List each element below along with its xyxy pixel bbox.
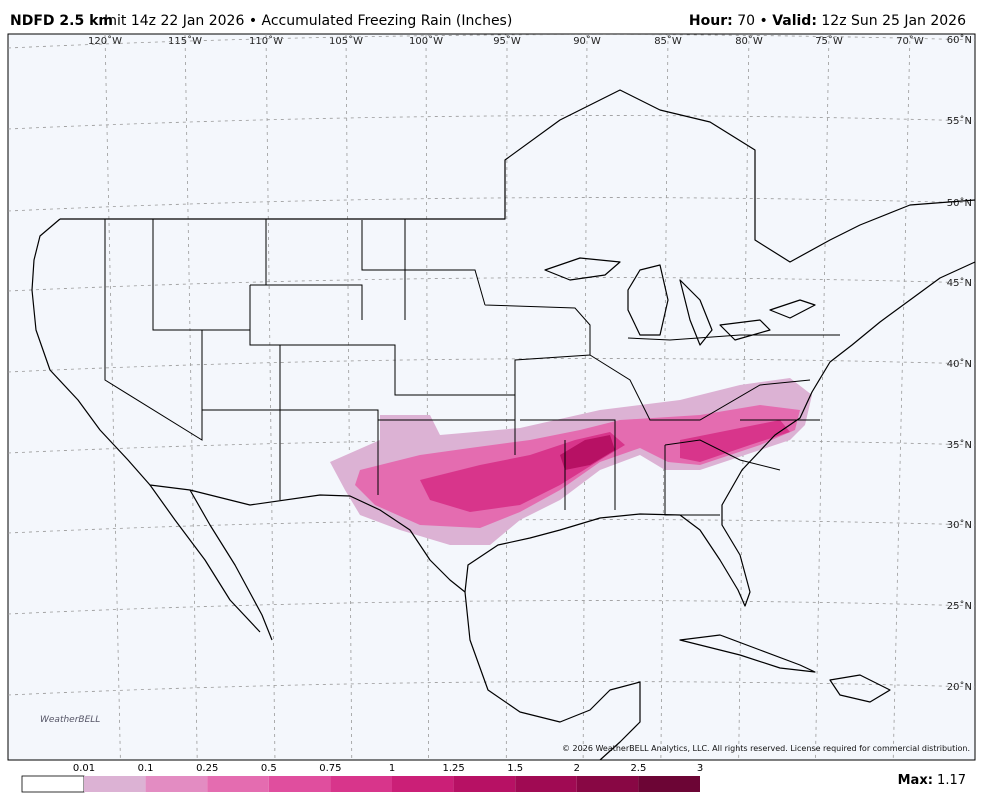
parallel — [7, 34, 976, 49]
separator: • — [759, 13, 767, 29]
colorbar-segment — [21, 775, 85, 793]
lon-label: 90˚W — [573, 35, 601, 47]
colorbar-label: 1 — [389, 763, 395, 774]
meridian — [660, 33, 669, 761]
hour-label: Hour: — [689, 13, 733, 29]
lat-label: 20˚N — [947, 681, 972, 693]
colorbar-label: 1.25 — [442, 763, 464, 774]
coastlines-borders — [31, 89, 976, 761]
meridian — [738, 33, 750, 761]
meridian — [425, 33, 429, 761]
lat-label: 35˚N — [947, 439, 972, 451]
colorbar-label: 0.01 — [73, 763, 95, 774]
parallel — [7, 681, 976, 696]
lon-label: 75˚W — [815, 35, 843, 47]
copyright: © 2026 WeatherBELL Analytics, LLC. All r… — [562, 744, 970, 753]
colorbar-segment — [392, 776, 454, 792]
colorbar-segment — [145, 776, 208, 792]
parallel — [7, 358, 976, 373]
colorbar-label: 2 — [574, 763, 580, 774]
meridian — [345, 33, 353, 761]
lon-label: 95˚W — [493, 35, 521, 47]
max-number: 1.17 — [937, 773, 966, 788]
lon-label: 80˚W — [735, 35, 763, 47]
lon-label: 105˚W — [329, 35, 363, 47]
parallel — [7, 439, 976, 454]
lon-label: 110˚W — [249, 35, 283, 47]
lat-label: 50˚N — [947, 197, 972, 209]
graticule: 120˚W 115˚W 110˚W 105˚W 100˚W 95˚W 90˚W 85˚W 80˚… — [7, 33, 976, 761]
model-name: NDFD 2.5 km — [10, 13, 113, 29]
parallel — [7, 115, 976, 130]
colorbar-label: 0.1 — [138, 763, 154, 774]
colorbar: 0.01 0.1 0.25 0.5 0.75 1 1.25 1.5 2 2.5 3 — [21, 763, 703, 793]
lon-label: 100˚W — [409, 35, 443, 47]
hour-value: 70 — [737, 13, 755, 29]
colorbar-label: 0.75 — [319, 763, 341, 774]
parallel — [7, 519, 976, 534]
colorbar-segment — [268, 776, 331, 792]
colorbar-segment — [453, 776, 516, 792]
colorbar-segment — [576, 776, 639, 792]
lon-label: 85˚W — [654, 35, 682, 47]
meridian — [104, 33, 121, 761]
lat-label: 55˚N — [947, 115, 972, 127]
colorbar-segment — [84, 776, 146, 792]
colorbar-segment — [330, 776, 392, 792]
colorbar-label: 3 — [697, 763, 703, 774]
colorbar-label: 0.25 — [196, 763, 218, 774]
colorbar-segment — [515, 776, 577, 792]
lat-label: 40˚N — [947, 358, 972, 370]
max-value: Max: 1.17 — [898, 773, 966, 788]
lon-label: 70˚W — [896, 35, 924, 47]
colorbar-segment — [207, 776, 269, 792]
map-description: Init 14z 22 Jan 2026 • Accumulated Freez… — [104, 13, 512, 29]
meridian — [582, 33, 588, 761]
valid-label: Valid: — [772, 13, 817, 29]
meridian — [265, 33, 276, 761]
parallel — [7, 600, 976, 615]
parallel — [7, 197, 976, 212]
colorbar-segment — [638, 776, 700, 792]
lat-label: 45˚N — [947, 277, 972, 289]
colorbar-label: 1.5 — [507, 763, 523, 774]
logo: WeatherBELL — [40, 715, 100, 725]
valid-time: Hour: 70 • Valid: 12z Sun 25 Jan 2026 — [689, 13, 966, 29]
colorbar-label: 2.5 — [630, 763, 646, 774]
lon-label: 120˚W — [88, 35, 122, 47]
meridian — [815, 33, 830, 761]
lat-label: 30˚N — [947, 519, 972, 531]
lat-label: 60˚N — [947, 34, 972, 46]
meridian — [184, 33, 198, 761]
meridian — [505, 33, 508, 761]
lat-label: 25˚N — [947, 600, 972, 612]
valid-value: 12z Sun 25 Jan 2026 — [821, 13, 966, 29]
map-frame — [7, 33, 976, 761]
parallel — [7, 277, 976, 292]
max-label: Max: — [898, 773, 933, 788]
meridian — [892, 33, 911, 761]
colorbar-label: 0.5 — [261, 763, 277, 774]
